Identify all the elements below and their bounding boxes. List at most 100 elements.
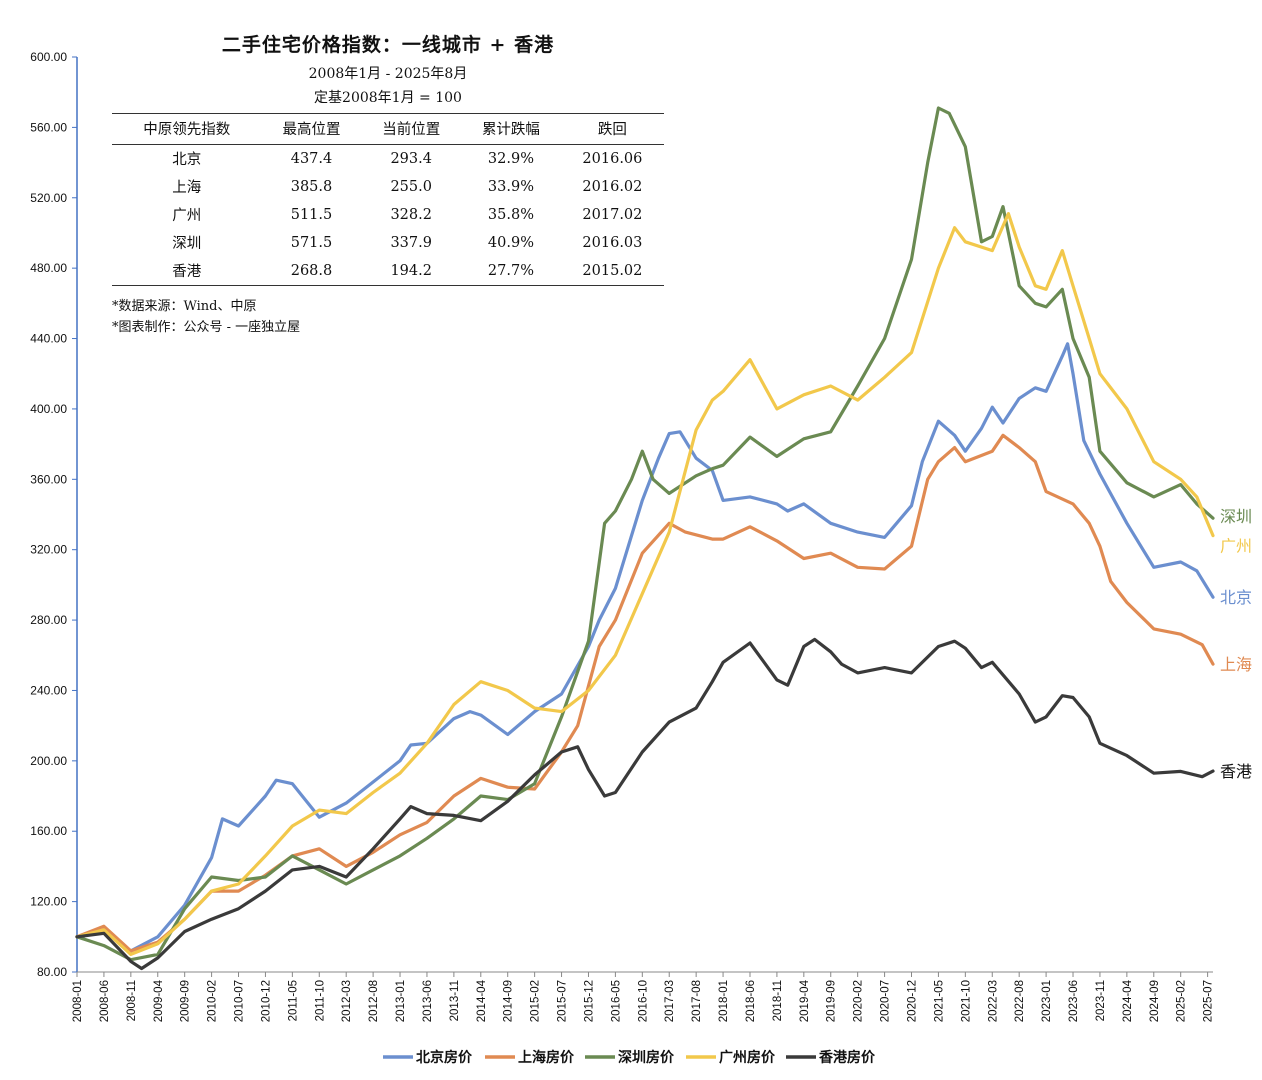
cell-city: 香港 [112, 257, 262, 286]
cell-current: 194.2 [361, 257, 462, 286]
x-tick-label: 2008-11 [126, 980, 138, 1021]
x-tick-label: 2010-12 [260, 980, 272, 1022]
x-tick-label: 2015-12 [583, 980, 595, 1022]
note-source: *数据来源：Wind、中原 [112, 299, 257, 314]
series-line [75, 637, 1215, 971]
legend: 北京房价 上海房价 深圳房价 广州房价 香港房价 [383, 1049, 876, 1066]
series-line [75, 342, 1215, 953]
y-tick-label: 360.00 [30, 472, 67, 486]
x-tick-label: 2021-10 [960, 980, 972, 1022]
x-tick-label: 2025-02 [1176, 980, 1188, 1022]
x-tick-label: 2023-11 [1095, 980, 1107, 1021]
cell-peak: 511.5 [290, 206, 333, 223]
x-tick-label: 2015-07 [557, 980, 569, 1022]
header-current: 当前位置 [361, 113, 462, 145]
cell-current: 255.0 [390, 178, 432, 195]
cell-current: 337.9 [390, 234, 432, 251]
x-tick-label: 2018-06 [745, 980, 757, 1022]
x-tick-label: 2023-06 [1068, 980, 1080, 1022]
header-drop: 累计跌幅 [461, 113, 561, 145]
y-tick-label: 80.00 [37, 965, 67, 979]
y-tick-label: 520.00 [30, 191, 67, 205]
cell-drop: 27.7% [461, 257, 561, 286]
x-tick-label: 2017-08 [691, 980, 703, 1022]
x-tick-label: 2020-02 [853, 980, 865, 1022]
chart-period: 2008年1月 - 2025年8月 [308, 66, 468, 82]
header-index: 中原领先指数 [112, 113, 262, 145]
cell-back-to: 2016.02 [582, 178, 643, 195]
x-tick-label: 2025-07 [1203, 980, 1215, 1022]
chart-title: 二手住宅价格指数：一线城市 + 香港 [221, 34, 555, 56]
cell-city: 深圳 [172, 236, 202, 252]
series-lines [75, 106, 1215, 971]
stats-table: 中原领先指数 最高位置 当前位置 累计跌幅 跌回 北京 437.4 293.4 … [112, 113, 664, 286]
cell-drop: 40.9% [487, 234, 534, 251]
cell-peak: 385.8 [290, 178, 333, 195]
x-tick-label: 2018-11 [772, 980, 784, 1021]
x-tick-label: 2019-09 [826, 980, 838, 1022]
x-tick-label: 2010-07 [234, 980, 246, 1022]
cell-current: 328.2 [390, 206, 432, 223]
y-tick-label: 240.00 [30, 683, 67, 697]
y-tick-label: 560.00 [30, 120, 67, 134]
header-peak: 最高位置 [261, 113, 362, 145]
cell-peak: 268.8 [261, 257, 362, 286]
x-tick-label: 2012-08 [368, 980, 380, 1022]
x-tick-label: 2016-05 [610, 980, 622, 1022]
cell-back-to: 2016.03 [582, 234, 643, 251]
y-tick-label: 440.00 [30, 332, 67, 346]
x-tick-label: 2011-10 [314, 980, 326, 1021]
x-tick-label: 2018-01 [718, 980, 730, 1022]
x-tick-label: 2020-12 [907, 980, 919, 1022]
stats-header-row: 中原领先指数 最高位置 当前位置 累计跌幅 跌回 [112, 113, 664, 145]
y-tick-label: 200.00 [30, 754, 67, 768]
summary-panel: 二手住宅价格指数：一线城市 + 香港 2008年1月 - 2025年8月 定基2… [112, 30, 664, 338]
series-end-label: 深圳 [1220, 507, 1252, 526]
x-tick-label: 2011-05 [287, 980, 299, 1021]
cell-city: 北京 [172, 152, 202, 168]
x-tick-label: 2013-06 [422, 980, 434, 1022]
x-tick-label: 2017-03 [664, 980, 676, 1022]
table-row: 北京 437.4 293.4 32.9% 2016.06 [112, 145, 664, 174]
x-tick-label: 2014-09 [503, 980, 515, 1022]
y-tick-label: 600.00 [30, 50, 67, 64]
table-row: 广州 511.5 328.2 35.8% 2017.02 [112, 201, 664, 229]
table-row: 深圳 571.5 337.9 40.9% 2016.03 [112, 229, 664, 257]
legend-label: 北京房价 [416, 1049, 473, 1066]
x-tick-label: 2014-04 [476, 979, 488, 1022]
series-end-label: 广州 [1220, 537, 1252, 556]
x-tick-label: 2008-01 [72, 980, 84, 1022]
cell-drop: 35.8% [487, 206, 534, 223]
x-tick-label: 2009-09 [180, 980, 192, 1022]
x-tick-label: 2016-10 [637, 980, 649, 1022]
x-tick-label: 2022-03 [987, 980, 999, 1022]
chart-base: 定基2008年1月 = 100 [314, 90, 462, 106]
x-tick-label: 2019-04 [799, 979, 811, 1022]
x-tick-label: 2020-07 [880, 980, 892, 1022]
cell-back-to: 2017.02 [582, 206, 643, 223]
table-row: 上海 385.8 255.0 33.9% 2016.02 [112, 173, 664, 201]
legend-label: 香港房价 [818, 1049, 876, 1066]
cell-city: 广州 [172, 208, 202, 224]
legend-label: 深圳房价 [618, 1049, 675, 1066]
x-tick-label: 2015-02 [530, 980, 542, 1022]
header-back-to: 跌回 [560, 113, 664, 145]
series-line [75, 212, 1215, 956]
series-line [75, 433, 1215, 953]
y-tick-label: 160.00 [30, 824, 67, 838]
x-tick-label: 2024-09 [1149, 980, 1161, 1022]
cell-city: 上海 [172, 180, 202, 196]
y-tick-label: 120.00 [30, 895, 67, 909]
y-tick-label: 280.00 [30, 613, 67, 627]
y-tick-label: 320.00 [30, 543, 67, 557]
y-tick-label: 400.00 [30, 402, 67, 416]
x-tick-label: 2010-02 [207, 980, 219, 1022]
x-tick-label: 2023-01 [1041, 980, 1053, 1022]
series-end-label: 北京 [1220, 588, 1252, 607]
series-end-label: 香港 [1220, 762, 1252, 781]
x-tick-label: 2022-08 [1014, 980, 1026, 1022]
cell-drop: 33.9% [487, 178, 534, 195]
cell-current: 293.4 [390, 150, 432, 167]
